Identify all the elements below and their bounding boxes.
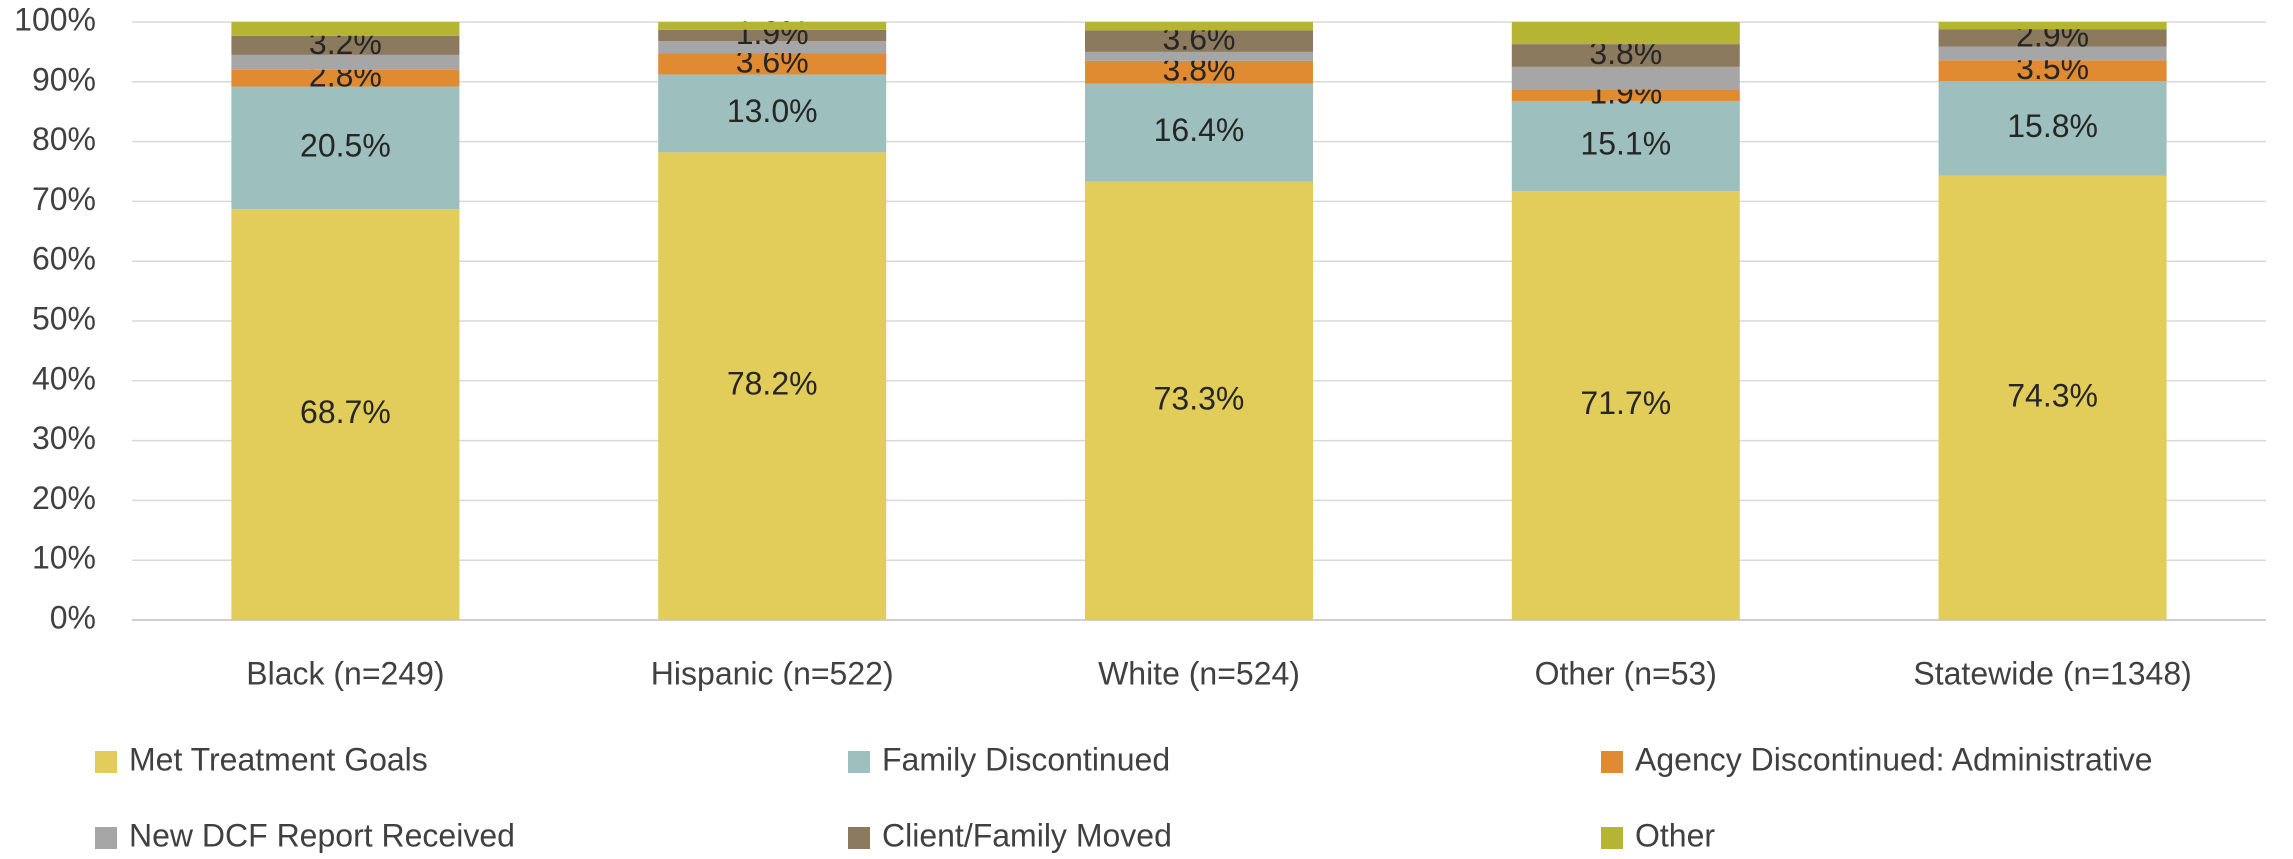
- x-tick-label: White (n=524): [1098, 655, 1300, 691]
- bar-segment: [1511, 89, 1740, 101]
- bar-segment: [231, 209, 460, 620]
- bar-segment: [658, 53, 887, 75]
- data-label: 71.7%: [1580, 385, 1671, 421]
- data-label: 73.3%: [1154, 380, 1245, 416]
- y-tick-label: 20%: [32, 480, 96, 516]
- legend-label: Family Discontinued: [882, 741, 1170, 777]
- legend-label: Other: [1635, 817, 1715, 853]
- legend-label: New DCF Report Received: [129, 817, 515, 853]
- bar-segment: [1085, 22, 1313, 31]
- data-label: 74.3%: [2007, 377, 2098, 413]
- y-tick-label: 50%: [32, 300, 96, 336]
- x-tick-label: Black (n=249): [246, 655, 444, 691]
- bar-segment: [231, 54, 460, 70]
- bar-segment: [1085, 30, 1313, 52]
- bar-segment: [1938, 22, 2167, 30]
- data-label: 1.9%: [736, 15, 809, 51]
- bar-segment: [1511, 22, 1740, 45]
- bar-segment: [658, 41, 887, 54]
- bar-segment: [231, 35, 460, 55]
- y-tick-label: 30%: [32, 420, 96, 456]
- y-tick-label: 90%: [32, 61, 96, 97]
- bar-segment: [1938, 175, 2167, 620]
- data-label: 16.4%: [1154, 112, 1245, 148]
- legend-swatch: [95, 827, 117, 849]
- legend-swatch: [848, 827, 870, 849]
- legend-swatch: [1601, 751, 1623, 773]
- data-label: 68.7%: [300, 394, 391, 430]
- bar-segment: [658, 22, 887, 30]
- legend-swatch: [1601, 827, 1623, 849]
- bar-segment: [231, 69, 460, 87]
- bar-segment: [1938, 29, 2167, 47]
- bar-segment: [1511, 66, 1740, 90]
- legend-label: Met Treatment Goals: [129, 741, 428, 777]
- data-label: 13.0%: [727, 93, 818, 129]
- y-tick-label: 80%: [32, 121, 96, 157]
- y-tick-label: 60%: [32, 241, 96, 277]
- bar-segment: [1511, 44, 1740, 67]
- y-tick-label: 0%: [50, 599, 96, 635]
- legend-swatch: [848, 751, 870, 773]
- bar-segment: [1085, 83, 1313, 182]
- x-tick-label: Statewide (n=1348): [1913, 655, 2191, 691]
- bar-segment: [658, 74, 887, 153]
- x-tick-label: Other (n=53): [1535, 655, 1717, 691]
- data-label: 20.5%: [300, 127, 391, 163]
- y-tick-label: 40%: [32, 360, 96, 396]
- x-tick-label: Hispanic (n=522): [651, 655, 894, 691]
- data-label: 78.2%: [727, 366, 818, 402]
- y-tick-label: 10%: [32, 540, 96, 576]
- bar-segment: [1085, 51, 1313, 61]
- bar-segment: [1511, 100, 1740, 192]
- data-label: 15.8%: [2007, 108, 2098, 144]
- bar-segment: [1085, 181, 1313, 620]
- data-label: 15.1%: [1580, 126, 1671, 162]
- legend-label: Client/Family Moved: [882, 817, 1172, 853]
- y-tick-label: 100%: [14, 1, 96, 37]
- y-tick-label: 70%: [32, 181, 96, 217]
- bar-segment: [231, 86, 460, 210]
- bar-segment: [1938, 46, 2167, 61]
- legend-swatch: [95, 751, 117, 773]
- bar-segment: [1511, 191, 1740, 620]
- bar-segment: [1938, 81, 2167, 176]
- bar-segment: [1938, 60, 2167, 82]
- bar-segment: [231, 22, 460, 36]
- bar-segment: [1085, 60, 1313, 84]
- legend-label: Agency Discontinued: Administrative: [1635, 741, 2153, 777]
- bar-segment: [658, 152, 887, 620]
- bar-segment: [658, 29, 887, 42]
